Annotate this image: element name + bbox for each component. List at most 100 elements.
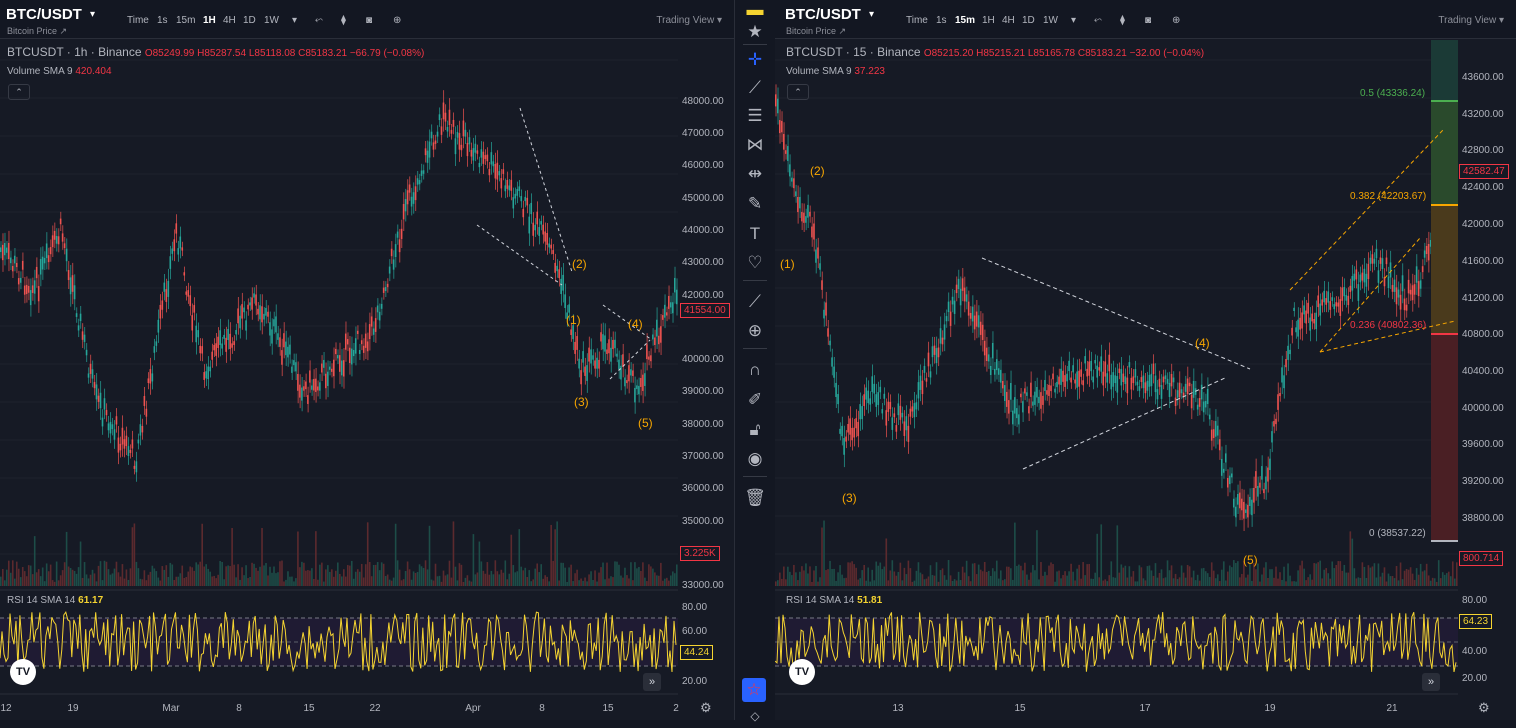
tf-1h[interactable]: 1H (982, 15, 995, 26)
volume-bar (370, 576, 373, 586)
tradingview-logo[interactable]: TV (10, 659, 36, 685)
candle (265, 307, 267, 316)
candle (1172, 377, 1175, 383)
volume-bar (1265, 562, 1267, 586)
chart-panel-right[interactable]: 43600.00 43200.00 42800.00 42400.00 42000.00… (775, 0, 1516, 720)
gear-icon[interactable]: ⚙ (1478, 700, 1490, 715)
collapse-legend-button[interactable]: ⌃ (8, 84, 30, 100)
candle (311, 385, 313, 390)
add-icon[interactable]: ⊕ (393, 15, 402, 26)
tf-1w[interactable]: 1W (1043, 15, 1058, 26)
tradingview-logo[interactable]: TV (789, 659, 815, 685)
zoom-icon[interactable]: ⊕ (747, 321, 763, 340)
camera-icon[interactable]: ◙ (1145, 15, 1152, 26)
eye-icon[interactable]: ◉ (747, 449, 763, 468)
tf-1w[interactable]: 1W (264, 15, 279, 26)
chart-canvas-right[interactable]: 43600.0043200.0042800.0042400.0042000.00… (775, 0, 1516, 720)
scroll-to-realtime-button[interactable]: » (643, 673, 661, 691)
star-icon[interactable]: ▬ (746, 0, 764, 19)
volume-bar (809, 566, 811, 586)
trash-icon[interactable]: 🗑︎ (744, 488, 766, 507)
volume-bar (634, 562, 636, 586)
candle (1154, 375, 1157, 393)
volume-bar (1269, 569, 1271, 586)
tf-1d[interactable]: 1D (1022, 15, 1035, 26)
candle (1357, 284, 1360, 301)
brush-icon[interactable]: ✎ (747, 194, 763, 213)
chart-type-icon[interactable]: ⬿ (1094, 15, 1102, 26)
candle (301, 387, 303, 401)
chevron-down-icon[interactable]: ▾ (869, 9, 875, 20)
tf-1h[interactable]: 1H (203, 15, 216, 26)
price-tick-label: 38000.00 (682, 419, 724, 430)
tf-15m[interactable]: 15m (176, 15, 196, 26)
candle (576, 336, 578, 350)
volume-bar (887, 580, 890, 586)
indicators-icon[interactable]: ⧫ (341, 15, 346, 26)
chevron-down-icon[interactable]: ▾ (1071, 15, 1077, 26)
volume-bar (67, 566, 70, 586)
volume-bar (1208, 577, 1211, 586)
lock-drawing-icon[interactable]: ✐ (747, 390, 763, 409)
ruler-icon[interactable]: ⟋ (749, 292, 761, 311)
candle (1040, 392, 1042, 409)
fib-icon[interactable]: ☰ (747, 106, 763, 125)
symbol-title[interactable]: BTC/USDT (785, 6, 861, 23)
candle (1359, 274, 1362, 283)
volume-bar (867, 567, 870, 586)
tf-15m[interactable]: 15m (955, 15, 976, 26)
tf-1s[interactable]: 1s (936, 15, 947, 26)
candle (165, 289, 168, 302)
chart-canvas-left[interactable]: 48000.0047000.0046000.0045000.0044000.00… (0, 0, 734, 720)
candle (1283, 375, 1285, 389)
text-icon[interactable]: T (749, 224, 761, 243)
candle (903, 421, 906, 436)
tf-time[interactable]: Time (906, 15, 928, 26)
magnet-icon[interactable]: ∩ (748, 360, 762, 379)
chart-panel-left[interactable]: 48000.00 47000.00 46000.00 45000.00 44000.00… (0, 0, 734, 720)
symbol-subtitle[interactable]: Bitcoin Price ↗ (7, 26, 68, 36)
candle (1164, 375, 1167, 379)
indicators-icon[interactable]: ⧫ (1120, 15, 1125, 26)
candle (1411, 285, 1414, 301)
star-icon[interactable]: ★ (747, 22, 763, 41)
crosshair-icon[interactable]: ✛ (747, 50, 763, 69)
measure-icon[interactable]: ⇹ (747, 164, 763, 183)
candle (305, 381, 307, 390)
collapse-legend-button[interactable]: ⌃ (787, 84, 809, 100)
chevron-down-icon[interactable]: ▾ (90, 9, 96, 20)
candle (1180, 389, 1183, 394)
volume-bar (843, 578, 845, 586)
volume-bar (1210, 562, 1213, 586)
volume-bar (1008, 566, 1010, 586)
trendline-icon[interactable]: ⟋ (749, 78, 761, 97)
chevron-down-icon[interactable]: ▾ (292, 15, 298, 26)
chart-type-icon[interactable]: ⬿ (315, 15, 323, 26)
candle (945, 316, 948, 322)
scroll-to-realtime-button[interactable]: » (1422, 673, 1440, 691)
volume-bar (356, 569, 359, 586)
heart-icon[interactable]: ♡ (747, 253, 763, 272)
volume-bar (1212, 570, 1215, 586)
gear-icon[interactable]: ⚙ (700, 700, 712, 715)
diamond-icon[interactable]: ◇ (750, 709, 760, 723)
favorite-star-icon[interactable]: ☆ (742, 678, 766, 702)
add-icon[interactable]: ⊕ (1172, 15, 1181, 26)
camera-icon[interactable]: ◙ (366, 15, 373, 26)
pattern-icon[interactable]: ⋈ (746, 135, 764, 154)
tf-4h[interactable]: 4H (223, 15, 236, 26)
lock-icon[interactable]: 🔓︎ (749, 420, 761, 439)
tf-time[interactable]: Time (127, 15, 149, 26)
candle (1088, 361, 1090, 376)
symbol-title[interactable]: BTC/USDT (6, 6, 82, 23)
symbol-subtitle[interactable]: Bitcoin Price ↗ (786, 26, 847, 36)
candle (634, 387, 636, 403)
candle (1419, 280, 1422, 289)
candle (27, 285, 30, 293)
trading-view-link[interactable]: Trading View ▾ (1438, 15, 1504, 26)
trading-view-link[interactable]: Trading View ▾ (656, 15, 722, 26)
tf-1d[interactable]: 1D (243, 15, 256, 26)
tf-4h[interactable]: 4H (1002, 15, 1015, 26)
candle (1337, 302, 1340, 307)
tf-1s[interactable]: 1s (157, 15, 168, 26)
